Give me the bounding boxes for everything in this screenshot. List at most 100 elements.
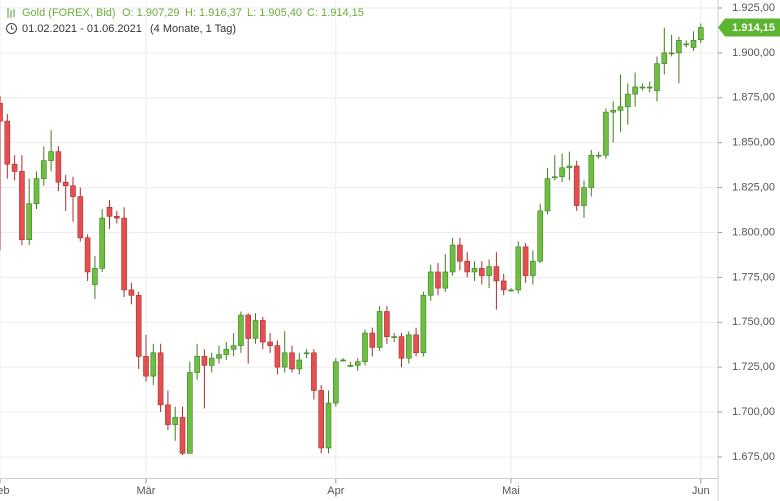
candle-body xyxy=(230,345,237,350)
candle-body xyxy=(420,295,427,354)
candle-body xyxy=(194,356,200,373)
candle-body xyxy=(427,271,434,296)
candle-body xyxy=(515,246,522,291)
y-tick-label: 1.725,00 xyxy=(732,361,775,373)
open-label: O: 1.907,29 xyxy=(122,7,180,19)
candle-body xyxy=(442,271,449,289)
candle-body xyxy=(632,86,638,95)
candle-body xyxy=(537,210,544,262)
candle-body xyxy=(624,93,631,108)
candle-body xyxy=(252,320,259,339)
candle-body xyxy=(179,417,186,454)
close-label: C: 1.914,15 xyxy=(307,7,364,19)
candle-body xyxy=(610,110,617,113)
candle-body xyxy=(19,171,25,240)
candle-body xyxy=(318,390,325,449)
candle-body xyxy=(187,372,193,454)
candle-body xyxy=(413,334,419,354)
y-tick-label: 1.825,00 xyxy=(732,181,775,193)
candle-body xyxy=(530,260,536,276)
candle-body xyxy=(106,207,113,217)
candle-body xyxy=(172,417,178,425)
candle-body xyxy=(340,359,346,362)
high-label: H: 1.916,37 xyxy=(185,7,242,19)
y-tick-label: 1.700,00 xyxy=(732,406,775,418)
candle-body xyxy=(522,246,529,276)
candle-body xyxy=(449,244,456,273)
candle-body xyxy=(114,216,120,219)
candle-body xyxy=(603,111,609,156)
candle-body xyxy=(325,402,332,449)
chart-type-icon xyxy=(7,8,15,18)
candle-body xyxy=(92,268,98,285)
candle-body xyxy=(661,52,668,64)
candle-body xyxy=(478,268,485,276)
candle-body xyxy=(281,352,288,368)
candle-body xyxy=(559,167,565,178)
candle-body xyxy=(157,352,164,406)
candle-body xyxy=(690,40,697,48)
candle-body xyxy=(347,365,354,367)
candle-body xyxy=(150,352,157,377)
candle-body xyxy=(544,178,551,212)
candle-body xyxy=(84,237,91,273)
y-tick-label: 1.875,00 xyxy=(732,92,775,104)
candle-body xyxy=(62,181,69,187)
candle-body xyxy=(551,176,558,179)
candle-body xyxy=(362,332,368,363)
y-tick-label: 1.850,00 xyxy=(732,137,775,149)
candle-body xyxy=(201,356,208,366)
candle-body xyxy=(121,217,127,291)
candle-body xyxy=(376,311,383,348)
candle-body xyxy=(508,289,514,292)
candle-body xyxy=(566,165,573,169)
candle-body xyxy=(464,260,471,273)
candle-body xyxy=(0,102,3,122)
candle-body xyxy=(435,271,441,289)
candle-body xyxy=(384,311,390,337)
candle-body xyxy=(676,40,682,54)
candle-body xyxy=(77,196,84,239)
candle-body xyxy=(245,314,251,339)
candle-body xyxy=(639,86,646,89)
x-tick-label: Mär xyxy=(137,485,156,497)
candle-body xyxy=(668,52,675,55)
candle-body xyxy=(40,160,47,179)
candle-body xyxy=(289,352,295,370)
candle-body xyxy=(683,43,690,46)
candle-body xyxy=(11,163,18,172)
candle-body xyxy=(369,332,376,348)
low-label: L: 1.905,40 xyxy=(247,7,302,19)
y-tick-label: 1.675,00 xyxy=(732,451,775,463)
last-price-tag xyxy=(718,18,780,37)
x-tick-label: Mai xyxy=(502,485,520,497)
candle-body xyxy=(274,345,281,368)
date-range: 01.02.2021 - 01.06.2021 xyxy=(22,23,142,35)
y-tick-label: 1.925,00 xyxy=(732,2,775,14)
candle-body xyxy=(208,357,215,366)
candle-body xyxy=(654,63,660,91)
x-tick-label: Feb xyxy=(0,485,9,497)
chart-title: Gold (FOREX, Bid) xyxy=(22,7,116,19)
candle-body xyxy=(303,352,310,355)
candle-body xyxy=(165,404,171,425)
candle-body xyxy=(486,266,492,276)
candle-body xyxy=(99,217,105,269)
y-tick-label: 1.800,00 xyxy=(732,226,775,238)
candle-body xyxy=(311,352,317,391)
candle-body xyxy=(223,348,230,355)
candle-body xyxy=(405,334,412,359)
candle-body xyxy=(332,361,339,404)
candle-body xyxy=(143,356,149,377)
candle-body xyxy=(70,185,76,197)
candle-body xyxy=(595,154,602,157)
candle-body xyxy=(471,268,478,273)
candle-body xyxy=(493,266,500,282)
y-tick-label: 1.775,00 xyxy=(732,271,775,283)
candle-body xyxy=(128,289,135,296)
candle-body xyxy=(581,187,587,206)
candle-body xyxy=(296,359,303,370)
candle-body xyxy=(646,86,653,89)
candle-body xyxy=(617,106,624,111)
